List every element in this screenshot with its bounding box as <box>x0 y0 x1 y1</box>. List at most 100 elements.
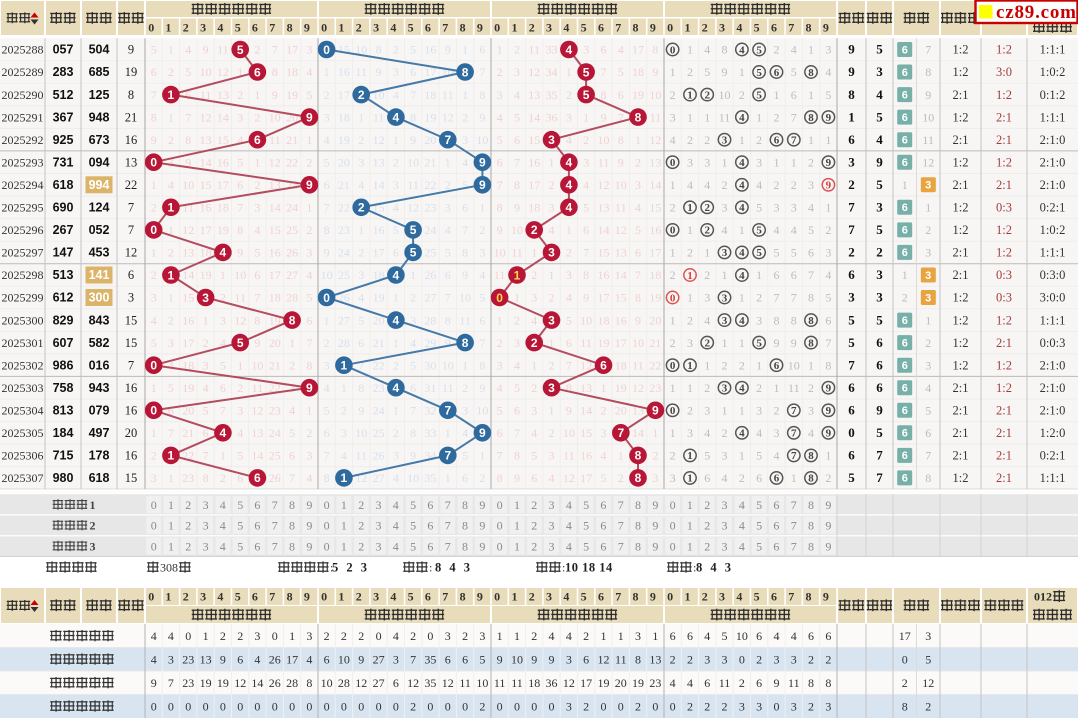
svg-text:9: 9 <box>652 539 658 553</box>
svg-text:5: 5 <box>581 21 587 35</box>
svg-text:6: 6 <box>462 471 468 485</box>
svg-text:0: 0 <box>358 700 364 714</box>
svg-text:3: 3 <box>376 539 382 553</box>
svg-text:9: 9 <box>826 428 832 440</box>
svg-text:10: 10 <box>632 336 644 350</box>
svg-text::: : <box>429 560 432 574</box>
svg-text:13: 13 <box>217 88 229 102</box>
svg-text:9: 9 <box>203 43 209 57</box>
svg-text:6: 6 <box>902 337 908 349</box>
svg-text:5: 5 <box>254 246 260 260</box>
svg-text:23: 23 <box>649 381 661 395</box>
svg-text:8: 8 <box>410 110 416 124</box>
svg-text:2: 2 <box>358 498 364 512</box>
svg-text:8: 8 <box>254 313 260 327</box>
svg-text:0: 0 <box>462 700 468 714</box>
svg-text:6: 6 <box>254 498 260 512</box>
svg-text:6: 6 <box>808 246 814 260</box>
svg-text:2: 2 <box>670 449 676 463</box>
svg-text:5: 5 <box>237 336 244 350</box>
svg-text:4: 4 <box>324 133 330 147</box>
svg-text:15: 15 <box>649 201 661 215</box>
svg-text:8: 8 <box>806 21 812 35</box>
svg-text:16: 16 <box>649 223 661 237</box>
svg-text:3: 3 <box>566 268 572 282</box>
svg-text:0: 0 <box>494 21 500 35</box>
svg-text:8: 8 <box>445 313 451 327</box>
svg-text:7: 7 <box>791 110 797 124</box>
svg-text:2:1: 2:1 <box>996 133 1012 147</box>
svg-text:18: 18 <box>649 268 661 282</box>
svg-text:5: 5 <box>635 223 641 237</box>
svg-text:8: 8 <box>652 43 658 57</box>
svg-text:2:1:0: 2:1:0 <box>1040 155 1066 169</box>
svg-text:2: 2 <box>739 676 745 690</box>
svg-text:10: 10 <box>788 358 800 372</box>
svg-text:7: 7 <box>445 519 451 533</box>
svg-text:2: 2 <box>341 404 347 418</box>
svg-text:16: 16 <box>269 246 281 260</box>
svg-text:147: 147 <box>53 246 74 260</box>
svg-text:3: 3 <box>756 155 762 169</box>
svg-text:22: 22 <box>125 178 138 192</box>
svg-text:6: 6 <box>756 676 762 690</box>
svg-text:4: 4 <box>217 590 223 604</box>
svg-text:10: 10 <box>234 268 246 282</box>
svg-text:10: 10 <box>407 155 419 169</box>
svg-text:1: 1 <box>289 336 295 350</box>
svg-text:1:1:1: 1:1:1 <box>1040 246 1066 260</box>
svg-text:4: 4 <box>774 449 780 463</box>
svg-text:1: 1 <box>687 43 693 57</box>
svg-text:2025296: 2025296 <box>2 223 44 237</box>
svg-text:3: 3 <box>549 201 555 215</box>
svg-text:27: 27 <box>373 676 385 690</box>
svg-text:2: 2 <box>531 336 538 350</box>
svg-text:4: 4 <box>563 590 569 604</box>
svg-text:5: 5 <box>756 498 762 512</box>
svg-text:4: 4 <box>739 383 745 395</box>
svg-text:5: 5 <box>825 291 831 305</box>
svg-text:2: 2 <box>203 336 209 350</box>
svg-text:1: 1 <box>497 629 503 643</box>
svg-text:10: 10 <box>580 313 592 327</box>
svg-text:8: 8 <box>376 43 382 57</box>
svg-text:27: 27 <box>373 653 385 667</box>
svg-text:2: 2 <box>358 133 364 147</box>
svg-text:9: 9 <box>650 590 656 604</box>
svg-text:11: 11 <box>252 381 264 395</box>
svg-text:4: 4 <box>670 133 676 147</box>
svg-text:2: 2 <box>687 65 693 79</box>
svg-text:4: 4 <box>393 539 399 553</box>
svg-text:1: 1 <box>687 450 693 462</box>
svg-text:9: 9 <box>304 590 310 604</box>
svg-text:3: 3 <box>719 21 725 35</box>
svg-text:2: 2 <box>774 43 780 57</box>
svg-text:1: 1 <box>393 291 399 305</box>
svg-text:7: 7 <box>514 426 520 440</box>
svg-text:2: 2 <box>185 539 191 553</box>
svg-text:17: 17 <box>200 223 212 237</box>
svg-text:8: 8 <box>808 676 814 690</box>
svg-text:1: 1 <box>670 426 676 440</box>
svg-text:6: 6 <box>514 404 520 418</box>
svg-text:6: 6 <box>791 88 797 102</box>
svg-text:4: 4 <box>151 653 157 667</box>
svg-text:0: 0 <box>150 223 157 237</box>
svg-text:11: 11 <box>494 676 506 690</box>
svg-text:3: 3 <box>687 336 693 350</box>
svg-text:1: 1 <box>774 155 780 169</box>
svg-text:9: 9 <box>826 383 832 395</box>
svg-text:16: 16 <box>338 65 350 79</box>
svg-text:0:2:1: 0:2:1 <box>1040 201 1066 215</box>
svg-text:2025299: 2025299 <box>2 291 44 305</box>
svg-text:6: 6 <box>687 629 693 643</box>
svg-text:6: 6 <box>254 65 261 79</box>
svg-text:5: 5 <box>583 519 589 533</box>
svg-text:2: 2 <box>531 381 537 395</box>
svg-text:7: 7 <box>168 426 174 440</box>
svg-text:5: 5 <box>358 313 364 327</box>
svg-text:731: 731 <box>53 155 74 169</box>
svg-text::: : <box>562 560 565 574</box>
svg-text:1: 1 <box>237 358 243 372</box>
svg-text:5: 5 <box>756 225 762 237</box>
